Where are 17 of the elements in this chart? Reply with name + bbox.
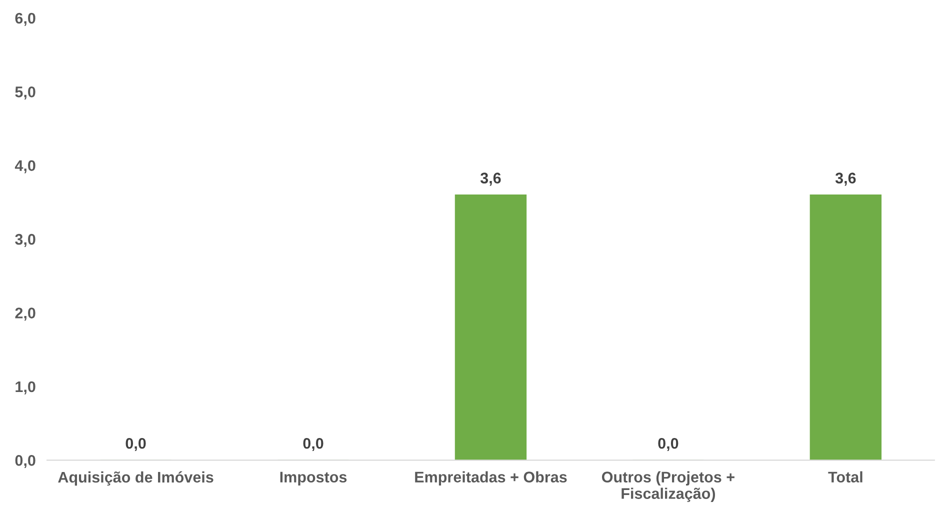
- data-label: 0,0: [303, 438, 324, 452]
- data-label: 3,6: [480, 172, 501, 186]
- y-tick-label: 6,0: [15, 12, 36, 26]
- x-tick-label: Empreitadas + Obras: [415, 471, 567, 486]
- data-label: 0,0: [658, 438, 678, 452]
- data-label: 0,0: [126, 438, 146, 452]
- x-tick-label: Total: [828, 471, 862, 482]
- y-tick-label: 1,0: [16, 381, 36, 394]
- x-tick-label: Impostos: [280, 472, 347, 486]
- y-tick-label: 5,0: [15, 86, 36, 100]
- data-label: 3,6: [835, 172, 856, 186]
- y-tick-label: 0,0: [15, 455, 36, 468]
- y-tick-label: 3,0: [15, 234, 36, 247]
- x-tick-label: Aquisição de Imóveis: [58, 471, 214, 486]
- y-tick-label: 2,0: [15, 308, 36, 321]
- x-tick-label: Outros (Projetos + Fiscalização): [602, 471, 734, 502]
- y-tick-label: 4,0: [14, 160, 36, 174]
